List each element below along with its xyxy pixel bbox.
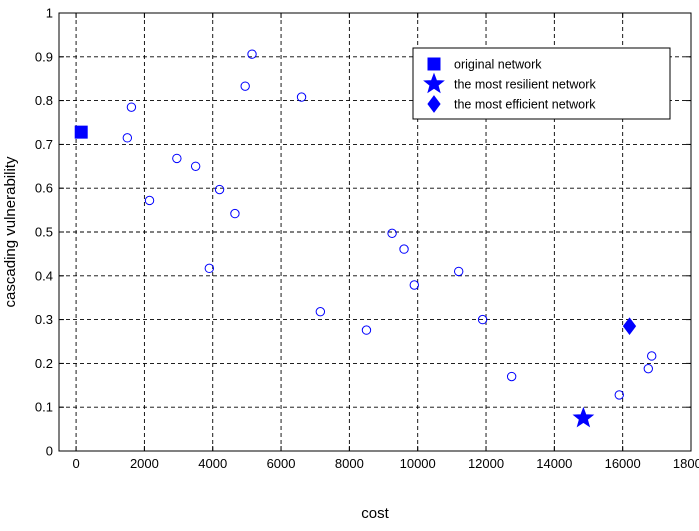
y-tick-label: 0.5: [35, 225, 53, 240]
legend-entry: the most resilient network: [423, 72, 596, 94]
legend-box: [412, 47, 671, 120]
x-tick-label: 6000: [267, 456, 296, 471]
legend-label: the most resilient network: [454, 78, 596, 92]
x-tick-label: 2000: [130, 456, 159, 471]
legend-entry: original network: [427, 57, 542, 72]
legend-label: the most efficient network: [454, 98, 596, 112]
y-tick-label: 0.1: [35, 400, 53, 415]
x-tick-label: 10000: [400, 456, 436, 471]
data-point: [126, 102, 137, 112]
x-tick-label: 4000: [198, 456, 227, 471]
y-tick-label: 1: [46, 6, 53, 21]
legend-label: original network: [454, 58, 542, 72]
data-point: [387, 228, 397, 239]
data-point: [204, 263, 215, 274]
axis-ticks: 0 2000 4000 6000 8000 10000 12000 14000 16000 180…: [35, 6, 699, 472]
data-point: [315, 307, 326, 317]
y-tick-label: 0.6: [35, 181, 53, 196]
data-points: [74, 49, 657, 428]
y-tick-label: 0: [46, 444, 53, 459]
data-point: [399, 244, 409, 254]
y-tick-label: 0.4: [35, 268, 53, 283]
data-point: [453, 266, 464, 277]
x-tick-label: 0: [72, 456, 79, 471]
y-tick-label: 0.8: [35, 93, 53, 108]
data-point: [172, 153, 182, 164]
data-point: [506, 371, 517, 382]
x-tick-label: 12000: [468, 456, 504, 471]
data-point: [477, 314, 488, 325]
y-tick-label: 0.7: [35, 137, 53, 152]
data-point: [296, 92, 307, 102]
diamond-point: [622, 317, 637, 336]
y-tick-label: 0.3: [35, 312, 53, 327]
square-point: [74, 125, 88, 139]
data-point: [144, 195, 155, 206]
data-point: [122, 133, 133, 143]
data-point: [361, 325, 372, 335]
data-point: [614, 390, 624, 400]
data-point: [190, 161, 201, 172]
data-point: [247, 49, 257, 59]
legend-marker: [427, 95, 441, 113]
x-axis-label: cost: [361, 505, 389, 522]
data-point: [643, 363, 653, 374]
legend-marker: [423, 72, 445, 94]
data-point: [409, 280, 419, 290]
x-tick-label: 14000: [536, 456, 572, 471]
x-tick-label: 16000: [605, 456, 641, 471]
legend-entry: the most efficient network: [427, 95, 596, 113]
x-tick-label: 8000: [335, 456, 364, 471]
data-point: [214, 184, 225, 195]
data-point: [240, 81, 250, 91]
legend: original network the most resilient netwo…: [412, 47, 671, 120]
data-point: [230, 208, 240, 219]
star-point: [572, 406, 595, 428]
legend-marker: [427, 57, 441, 71]
y-tick-label: 0.2: [35, 356, 53, 371]
y-axis-label: cascading vulnerability: [2, 156, 19, 307]
data-point: [647, 351, 657, 361]
y-tick-label: 0.9: [35, 49, 53, 64]
